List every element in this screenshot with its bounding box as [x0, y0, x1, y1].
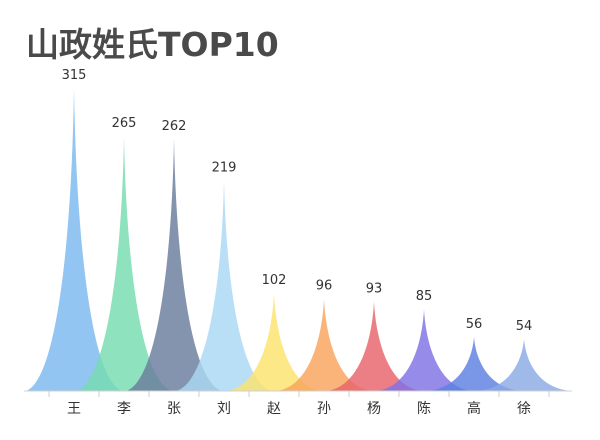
peak-3	[126, 138, 222, 391]
peak-7	[326, 301, 422, 391]
value-label: 96	[316, 279, 333, 294]
value-label: 315	[62, 68, 87, 83]
peak-9	[426, 337, 522, 391]
value-label: 219	[212, 160, 237, 175]
chart-title: 山政姓氏TOP10	[26, 25, 279, 64]
category-label: 杨	[367, 401, 381, 417]
peak-8	[376, 309, 472, 391]
category-label: 李	[117, 401, 131, 417]
series-peaks	[26, 88, 572, 391]
peak-5	[226, 292, 322, 391]
category-label: 刘	[217, 401, 231, 417]
value-label: 265	[112, 116, 137, 131]
value-label: 102	[262, 273, 287, 288]
category-label: 王	[67, 401, 81, 417]
category-labels: 王李张刘赵孙杨陈高徐	[67, 400, 531, 417]
category-label: 徐	[517, 401, 531, 417]
value-label: 54	[516, 319, 533, 334]
category-label: 赵	[267, 401, 281, 417]
category-label: 孙	[317, 401, 331, 417]
peak-6	[276, 298, 372, 391]
category-label: 张	[167, 401, 181, 417]
value-label: 56	[466, 317, 483, 332]
peak-2	[76, 136, 172, 391]
value-labels: 315 265 262 219 102 96 93 85 56 54	[62, 68, 533, 334]
value-label: 262	[162, 119, 187, 134]
peak-10	[476, 339, 572, 391]
peak-1	[26, 88, 122, 391]
category-label: 陈	[417, 400, 431, 417]
category-label: 高	[467, 400, 481, 417]
x-axis-ticks	[48, 391, 550, 397]
value-label: 93	[366, 282, 383, 297]
value-label: 85	[416, 289, 433, 304]
peak-4	[176, 180, 272, 391]
